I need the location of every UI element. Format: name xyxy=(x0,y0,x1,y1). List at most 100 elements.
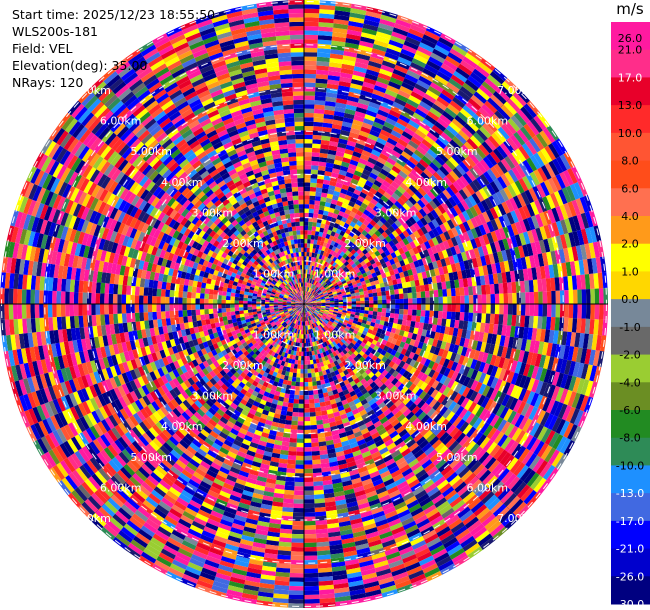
velocity-gate xyxy=(542,397,552,412)
velocity-gate xyxy=(580,228,589,245)
velocity-gate xyxy=(320,309,325,312)
velocity-gate xyxy=(327,282,333,287)
velocity-gate xyxy=(429,269,436,277)
velocity-gate xyxy=(568,375,577,392)
velocity-gate xyxy=(565,261,572,277)
velocity-gate xyxy=(349,237,356,244)
velocity-gate xyxy=(319,259,324,265)
velocity-gate xyxy=(356,263,363,269)
velocity-gate xyxy=(368,293,374,298)
velocity-gate xyxy=(317,170,326,176)
velocity-gate xyxy=(311,307,316,311)
velocity-gate xyxy=(362,316,368,321)
velocity-gate xyxy=(481,244,489,256)
velocity-gate xyxy=(446,142,458,154)
velocity-gate xyxy=(313,204,320,210)
velocity-gate xyxy=(449,246,457,256)
velocity-gate xyxy=(327,75,341,81)
velocity-gate xyxy=(304,290,306,296)
velocity-gate xyxy=(438,296,443,304)
velocity-gate xyxy=(397,334,404,342)
velocity-gate xyxy=(502,381,511,395)
velocity-gate xyxy=(311,376,317,382)
velocity-gate xyxy=(433,289,439,298)
velocity-gate xyxy=(355,298,361,302)
velocity-gate xyxy=(310,288,314,294)
velocity-gate xyxy=(378,198,386,207)
velocity-gate xyxy=(345,38,360,45)
velocity-gate xyxy=(353,147,364,154)
velocity-gate xyxy=(308,302,313,304)
velocity-gate xyxy=(331,172,339,179)
velocity-gate xyxy=(322,126,332,133)
velocity-gate xyxy=(295,460,304,465)
velocity-gate xyxy=(321,260,326,266)
velocity-gate xyxy=(371,288,377,294)
velocity-gate xyxy=(478,266,485,277)
velocity-gate xyxy=(336,289,342,294)
velocity-gate xyxy=(358,288,364,293)
velocity-gate xyxy=(304,408,310,413)
velocity-gate xyxy=(316,308,321,311)
velocity-gate xyxy=(343,112,355,120)
velocity-gate xyxy=(452,181,463,192)
velocity-gate xyxy=(282,506,294,513)
velocity-gate xyxy=(567,247,575,262)
velocity-gate xyxy=(361,122,373,130)
velocity-gate xyxy=(435,216,444,226)
velocity-gate xyxy=(423,181,434,191)
velocity-gate xyxy=(319,285,324,290)
velocity-gate xyxy=(370,125,382,134)
velocity-gate xyxy=(395,227,403,236)
velocity-gate xyxy=(356,102,369,110)
velocity-gate xyxy=(329,265,335,271)
velocity-gate xyxy=(341,242,348,248)
velocity-gate xyxy=(377,304,383,309)
velocity-gate xyxy=(469,181,479,193)
velocity-gate xyxy=(318,292,323,296)
velocity-gate xyxy=(282,432,291,438)
velocity-gate xyxy=(522,376,532,390)
velocity-gate xyxy=(481,313,487,324)
velocity-gate xyxy=(462,320,469,330)
velocity-gate xyxy=(578,259,585,275)
velocity-gate xyxy=(489,207,499,220)
velocity-gate xyxy=(304,546,317,552)
velocity-gate xyxy=(443,367,451,377)
velocity-gate xyxy=(407,332,414,339)
velocity-gate xyxy=(460,304,465,313)
velocity-gate xyxy=(339,76,352,84)
velocity-gate xyxy=(353,170,363,178)
velocity-gate xyxy=(482,374,491,386)
velocity-gate xyxy=(304,82,316,88)
velocity-gate xyxy=(476,176,487,189)
velocity-gate xyxy=(469,248,476,260)
velocity-gate xyxy=(484,274,490,285)
velocity-gate xyxy=(391,192,400,201)
velocity-gate xyxy=(342,55,357,62)
velocity-gate xyxy=(422,118,435,129)
velocity-gate xyxy=(407,208,416,217)
velocity-gate xyxy=(312,305,317,307)
velocity-gate xyxy=(300,364,304,370)
velocity-gate xyxy=(312,305,317,308)
velocity-gate xyxy=(588,242,596,259)
velocity-gate xyxy=(423,214,432,224)
velocity-gate xyxy=(358,206,366,213)
velocity-gate xyxy=(383,56,398,65)
velocity-gate xyxy=(376,328,383,334)
velocity-gate xyxy=(394,308,400,314)
velocity-gate xyxy=(344,268,350,274)
velocity-gate xyxy=(561,405,572,421)
velocity-gate xyxy=(518,375,528,389)
velocity-gate xyxy=(520,292,526,304)
velocity-gate xyxy=(426,190,436,201)
velocity-gate xyxy=(312,459,321,465)
velocity-gate xyxy=(437,135,450,146)
velocity-gate xyxy=(450,288,456,297)
velocity-gate xyxy=(474,237,482,248)
velocity-gate xyxy=(304,512,316,517)
velocity-gate xyxy=(555,290,561,304)
velocity-gate xyxy=(546,398,556,414)
velocity-gate xyxy=(526,391,536,405)
